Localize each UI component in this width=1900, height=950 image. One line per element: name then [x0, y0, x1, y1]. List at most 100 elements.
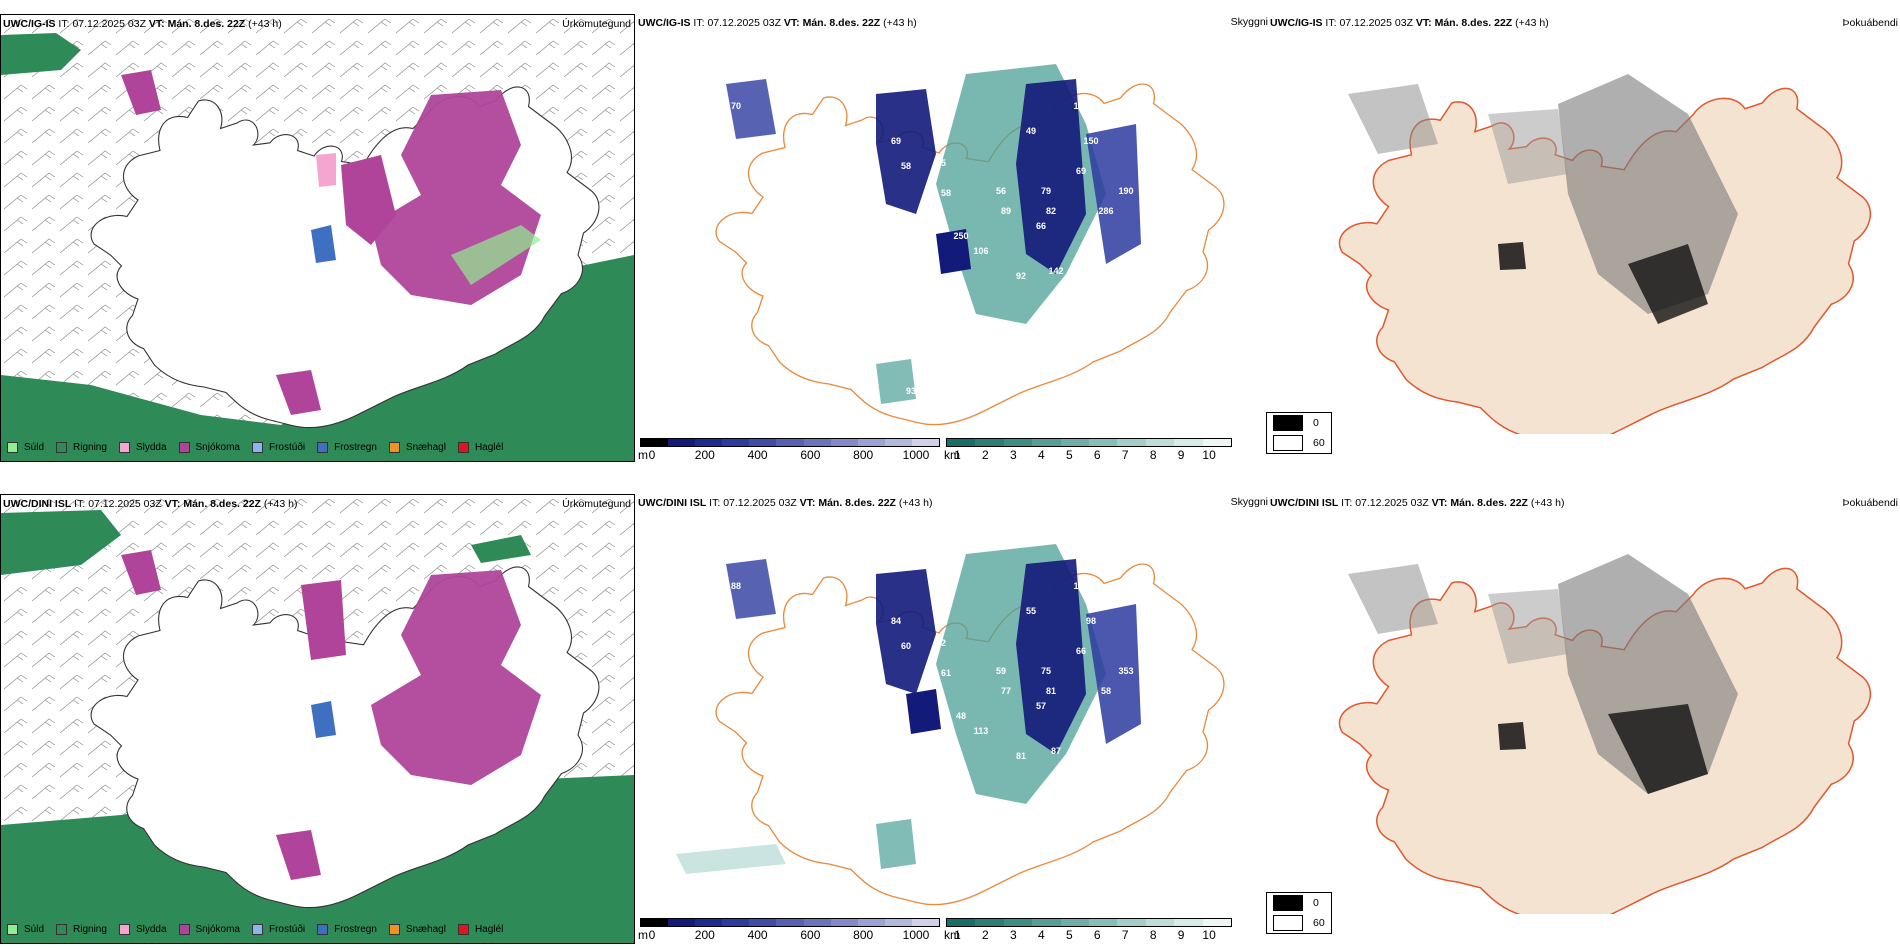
ceiling-ticks: 0 200 400 600 800 1000 — [640, 928, 940, 942]
vis-value-label: 70 — [731, 101, 741, 111]
fog-legend-item: 0 — [1267, 413, 1331, 433]
legend-item: Súld — [7, 924, 44, 935]
colorbar-tick: 5 — [1065, 928, 1073, 942]
vis-value-label: 52 — [936, 638, 946, 648]
precip-panel-row1: UWC/IG-IS IT: 07.12.2025 03Z VT: Mán. 8.… — [0, 14, 635, 462]
ceiling-unit: m — [638, 928, 648, 942]
colorbar-tick: 400 — [747, 928, 768, 942]
fog-legend-item: 60 — [1267, 913, 1331, 933]
vis-value-label: 315 — [1188, 686, 1203, 696]
legend-item: Slydda — [118, 924, 167, 935]
vis-value-label: 43 — [1176, 636, 1186, 646]
fog-title: UWC/IG-IS IT: 07.12.2025 03Z VT: Mán. 8.… — [1270, 17, 1549, 29]
colorbar-cell — [1145, 439, 1175, 446]
colorbar-cell — [1089, 439, 1118, 446]
colorbar-cell — [1174, 919, 1203, 926]
vis-colorbar-row1: 1 2 3 4 5 6 7 8 9 10 km — [944, 438, 1232, 462]
colorbar-cell — [830, 439, 858, 446]
vis-panel-row2: 88 62 84 55 60 52 59 61 77 48 56 113 81 87 243 475 75 81 5… — [636, 494, 1268, 944]
legend-item: Frostúði — [251, 924, 305, 935]
vis-value-label: 77 — [1001, 686, 1011, 696]
ceiling-unit: m — [638, 448, 648, 462]
vis-value-label: 66 — [1036, 221, 1046, 231]
vis-value-label: 32 — [1191, 726, 1201, 736]
vis-value-label: 62 — [771, 571, 781, 581]
colorbar-tick: 10 — [1202, 448, 1216, 462]
colorbar-tick: 4 — [1037, 928, 1045, 942]
colorbar-tick: 8 — [1149, 928, 1157, 942]
fog-label: Þokuábendi — [1842, 17, 1898, 29]
colorbar-tick: 1000 — [902, 448, 930, 462]
colorbar-cell — [668, 919, 696, 926]
legend-item: Snjókoma — [178, 442, 240, 453]
colorbar-cell — [857, 439, 885, 446]
vis-value-label: 88 — [1191, 206, 1201, 216]
colorbar-tick: 9 — [1177, 928, 1185, 942]
fog-panel-row1: UWC/IG-IS IT: 07.12.2025 03Z VT: Mán. 8.… — [1268, 14, 1900, 462]
ceiling-ticks: 0 200 400 600 800 1000 — [640, 448, 940, 462]
colorbar-tick: 200 — [694, 928, 715, 942]
colorbar-cell — [947, 439, 976, 446]
legend-item: Rigning — [56, 924, 107, 935]
colorbar-cell — [641, 919, 669, 926]
fog-map — [1338, 554, 1872, 914]
colorbar-tick: 10 — [1202, 928, 1216, 942]
vis-value-label: 88 — [731, 581, 741, 591]
precip-panel-row2: UWC/DINI ISL IT: 07.12.2025 03Z VT: Mán.… — [0, 494, 635, 944]
vis-colorbar-row2: 1 2 3 4 5 6 7 8 9 10 km — [944, 918, 1232, 942]
colorbar-tick: 800 — [853, 928, 874, 942]
vis-value-label: 56 — [996, 186, 1006, 196]
vis-value-label: 185 — [1138, 666, 1153, 676]
vis-value-label: 353 — [1118, 666, 1133, 676]
vis-ticks: 1 2 3 4 5 6 7 8 9 10 — [946, 448, 1232, 462]
colorbar-tick: 600 — [800, 928, 821, 942]
fog-title: UWC/DINI ISL IT: 07.12.2025 03Z VT: Mán.… — [1270, 497, 1565, 509]
fog-panel-row2: UWC/DINI ISL IT: 07.12.2025 03Z VT: Mán.… — [1268, 494, 1900, 944]
legend-item: Snjókoma — [178, 924, 240, 935]
fog-label: Þokuábendi — [1842, 497, 1898, 509]
vis-value-label: 196 — [1088, 121, 1103, 131]
vis-panel-row1: 70 62 69 49 58 55 56 58 89 250 53 106 92 142 302 114 79 8… — [636, 14, 1268, 462]
fog-legend-item: 0 — [1267, 893, 1331, 913]
vis-value-label: 93 — [906, 386, 916, 396]
colorbar-cell — [803, 439, 831, 446]
vis-value-label: 89 — [1001, 206, 1011, 216]
vis-number-labels: 70 62 69 49 58 55 56 58 89 250 53 106 92 142 302 114 79 8… — [731, 91, 1201, 411]
colorbar-cell — [722, 919, 750, 926]
vis-ticks: 1 2 3 4 5 6 7 8 9 10 — [946, 928, 1232, 942]
colorbar-cell — [975, 439, 1004, 446]
vis-value-label: 69 — [891, 136, 901, 146]
vis-value-label: 48 — [956, 711, 966, 721]
colorbar-tick: 3 — [1010, 448, 1017, 462]
vis-value-label: 62 — [1171, 756, 1181, 766]
colorbar-cell — [1202, 919, 1232, 926]
colorbar-tick: 6 — [1093, 928, 1101, 942]
colorbar-tick: 200 — [694, 448, 715, 462]
fog-map — [1338, 74, 1872, 434]
vis-value-label: 475 — [1118, 751, 1133, 761]
vis-value-label: 143 — [1128, 291, 1143, 301]
colorbar-tick: 2 — [982, 448, 989, 462]
colorbar-cell — [1117, 439, 1146, 446]
colorbar-tick: 8 — [1149, 448, 1157, 462]
vis-value-label: 48 — [931, 881, 941, 891]
vis-value-label: 84 — [891, 616, 901, 626]
vis-value-label: 82 — [1046, 206, 1056, 216]
vis-value-label: 56 — [911, 741, 921, 751]
vis-value-label: 51 — [1151, 736, 1161, 746]
colorbar-tick: 1 — [954, 928, 961, 942]
vis-value-label: 81 — [1046, 686, 1056, 696]
legend-item: Rigning — [56, 442, 107, 453]
vis-value-label: 150 — [1083, 136, 1098, 146]
legend-item: Frostregn — [317, 442, 377, 453]
vis-value-label: 69 — [1076, 166, 1086, 176]
colorbar-cell — [1032, 439, 1061, 446]
vis-unit: km — [944, 448, 960, 462]
vis-value-label: 59 — [996, 666, 1006, 676]
vis-value-label: 58 — [941, 188, 951, 198]
ceiling-colorbar-row2: 0 200 400 600 800 1000 m — [638, 918, 940, 942]
fog-legend-item: 60 — [1267, 433, 1331, 453]
vis-cells — [946, 438, 1232, 447]
colorbar-cell — [1032, 919, 1061, 926]
